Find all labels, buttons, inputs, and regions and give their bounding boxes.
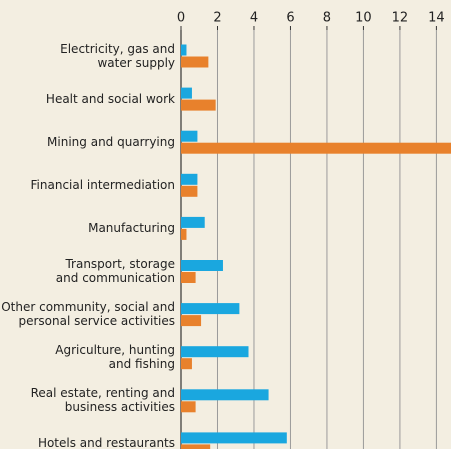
x-tick-label: 2 — [213, 11, 221, 26]
bar — [181, 56, 209, 68]
bar — [181, 216, 205, 228]
x-tick-label: 0 — [177, 11, 185, 26]
bar — [181, 358, 192, 370]
bar — [181, 346, 249, 358]
bar — [181, 444, 211, 449]
bar — [181, 389, 269, 401]
x-tick-label: 6 — [286, 11, 294, 26]
bar — [181, 315, 202, 327]
category-label: Other community, social and personal ser… — [1, 300, 175, 329]
category-label: Transport, storage and communication — [55, 257, 175, 285]
bar — [181, 401, 196, 413]
x-tick-label: 12 — [392, 11, 409, 26]
bar — [181, 99, 216, 111]
category-label: Electricity, gas and water supply — [60, 41, 175, 70]
bar — [181, 185, 198, 197]
bar — [181, 173, 198, 185]
category-label: Mining and quarrying — [47, 134, 175, 149]
category-label: Agriculture, hunting and fishing — [55, 343, 175, 372]
x-tick-label: 4 — [250, 11, 258, 26]
bar — [181, 432, 287, 444]
category-label: Real estate, renting and business activi… — [30, 386, 175, 415]
category-label: Manufacturing — [88, 220, 175, 235]
bar — [181, 142, 451, 154]
bar — [181, 260, 223, 271]
category-label: Hotels and restaurants — [37, 436, 175, 449]
x-tick-label: 8 — [323, 11, 331, 26]
bar — [181, 87, 192, 99]
category-label: Financial intermediation — [30, 177, 175, 192]
bar — [181, 228, 187, 240]
x-tick-label: 10 — [355, 11, 372, 26]
bar — [181, 272, 196, 283]
bar — [181, 130, 198, 142]
x-tick-label: 14 — [428, 11, 445, 26]
bar — [181, 303, 240, 315]
bar — [181, 44, 187, 56]
category-label: Healt and social work — [45, 91, 175, 106]
